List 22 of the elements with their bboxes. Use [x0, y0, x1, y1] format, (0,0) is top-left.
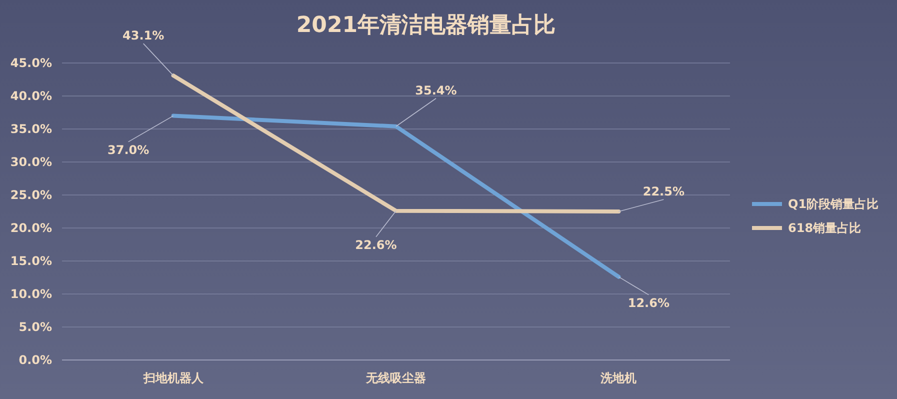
- y-tick-label: 25.0%: [10, 188, 52, 202]
- legend-label: Q1阶段销量占比: [788, 197, 879, 211]
- y-tick-label: 30.0%: [10, 155, 52, 169]
- y-tick-label: 5.0%: [18, 320, 52, 334]
- y-tick-label: 45.0%: [10, 56, 52, 70]
- y-tick-label: 20.0%: [10, 221, 52, 235]
- y-tick-label: 40.0%: [10, 89, 52, 103]
- title: 2021年清洁电器销量占比: [296, 13, 556, 38]
- x-tick-label: 洗地机: [600, 371, 637, 385]
- data-label: 22.6%: [355, 238, 397, 252]
- y-tick-label: 10.0%: [10, 287, 52, 301]
- x-tick-label: 扫地机器人: [142, 371, 204, 385]
- data-label: 37.0%: [108, 142, 150, 157]
- data-label: 35.4%: [415, 83, 457, 98]
- data-label: 22.5%: [642, 184, 684, 198]
- data-label: 12.6%: [628, 296, 670, 310]
- y-tick-label: 0.0%: [18, 353, 52, 367]
- x-tick-label: 无线吸尘器: [365, 371, 426, 385]
- y-tick-label: 15.0%: [10, 254, 52, 268]
- y-tick-label: 35.0%: [10, 122, 52, 136]
- legend-label: 618销量占比: [788, 221, 862, 235]
- data-label: 43.1%: [122, 28, 164, 43]
